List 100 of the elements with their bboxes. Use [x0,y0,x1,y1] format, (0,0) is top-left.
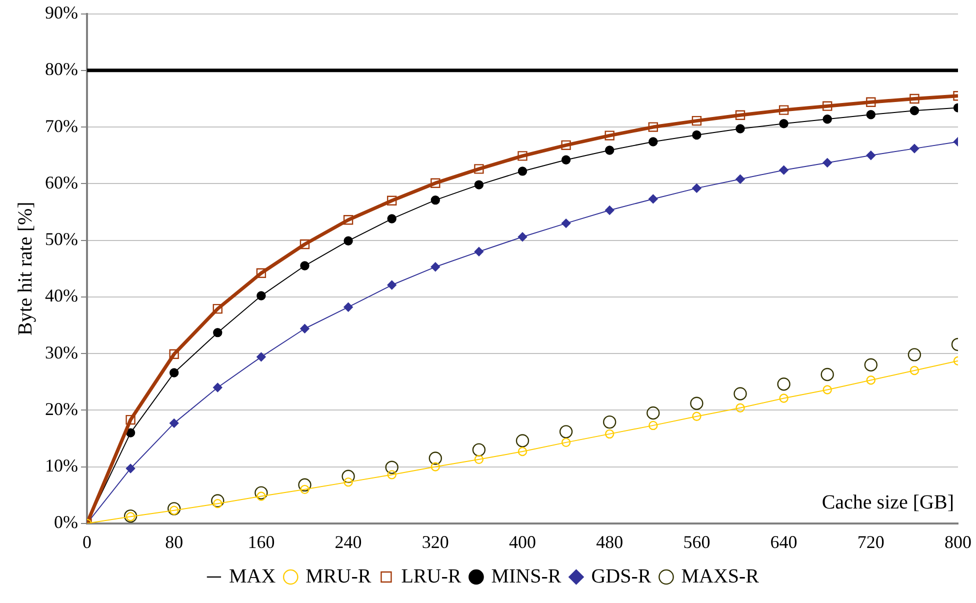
point [256,352,266,362]
point [910,106,920,116]
point [646,406,660,420]
point [343,215,354,225]
y-tick-label: 40% [44,286,78,306]
point [908,348,922,362]
point [344,302,353,312]
point [866,376,876,385]
point [518,446,528,456]
legend-label: MAXS-R [681,565,760,588]
point [820,368,834,382]
y-tick-label: 80% [44,59,78,80]
point [690,396,704,410]
point [561,438,571,448]
x-tick-label: 720 [857,532,884,552]
point [169,418,179,428]
y-tick-label: 30% [44,342,78,362]
point [561,218,571,228]
point [474,164,484,174]
point [212,304,222,314]
x-tick-label: 0 [82,532,92,552]
point [256,268,266,278]
point [866,150,876,160]
point [736,403,745,412]
point [777,378,790,391]
point [822,114,832,124]
point [387,214,396,224]
point [779,165,788,175]
x-tick-label: 240 [334,532,362,552]
point [126,428,136,438]
point [300,324,310,334]
y-tick-label: 20% [44,398,78,419]
point [692,130,702,140]
point [472,443,486,456]
point [864,358,878,372]
x-tick-label: 160 [248,532,275,552]
point [648,194,658,204]
x-tick-label: 800 [944,532,972,552]
x-axis-title: Cache size [GB] [822,492,954,514]
point [126,464,136,474]
point [298,478,312,492]
point [518,166,528,176]
point [169,349,179,359]
point [734,387,747,400]
y-tick-label: 60% [44,172,78,192]
point [822,385,832,394]
point [300,261,310,270]
point [779,394,788,403]
x-tick-label: 560 [683,532,710,552]
point [648,122,658,132]
legend-label: MINS-R [491,565,562,588]
point [342,470,355,484]
point [300,239,310,250]
point [692,184,702,193]
point [167,502,181,516]
point [559,425,573,438]
point [736,174,745,184]
point [692,412,702,421]
point [387,196,397,206]
point [430,178,440,188]
point [430,262,440,272]
point [516,434,530,448]
x-tick-label: 80 [165,532,184,552]
point [910,94,920,104]
point [604,429,614,439]
point [866,110,876,120]
point [605,206,614,215]
point [428,452,442,465]
y-tick-label: 0% [54,512,78,532]
point [561,155,571,164]
point [385,460,398,474]
point [256,291,266,300]
point [692,116,702,126]
x-tick-label: 320 [422,532,449,552]
point [910,366,920,376]
point [430,195,440,205]
legend-label: MAX [228,565,276,588]
point [344,236,353,246]
point [213,328,222,338]
point [474,247,484,256]
point [387,470,396,480]
point [254,486,268,500]
point [735,110,746,120]
point [561,140,571,150]
point [604,130,614,140]
point [124,509,138,523]
legend-label: MRU-R [306,565,372,588]
point [648,137,658,146]
point [822,158,832,168]
y-tick-label: 50% [44,229,78,250]
y-tick-label: 70% [44,116,78,136]
point [604,146,614,155]
point [474,454,484,464]
y-tick-label: 90% [44,2,78,23]
y-axis-title: Byte hit rate [%] [14,202,36,336]
point [866,97,876,107]
legend-label: LRU-R [401,565,462,588]
legend-label: GDS-R [591,565,652,588]
point [211,494,224,508]
point [126,414,136,425]
